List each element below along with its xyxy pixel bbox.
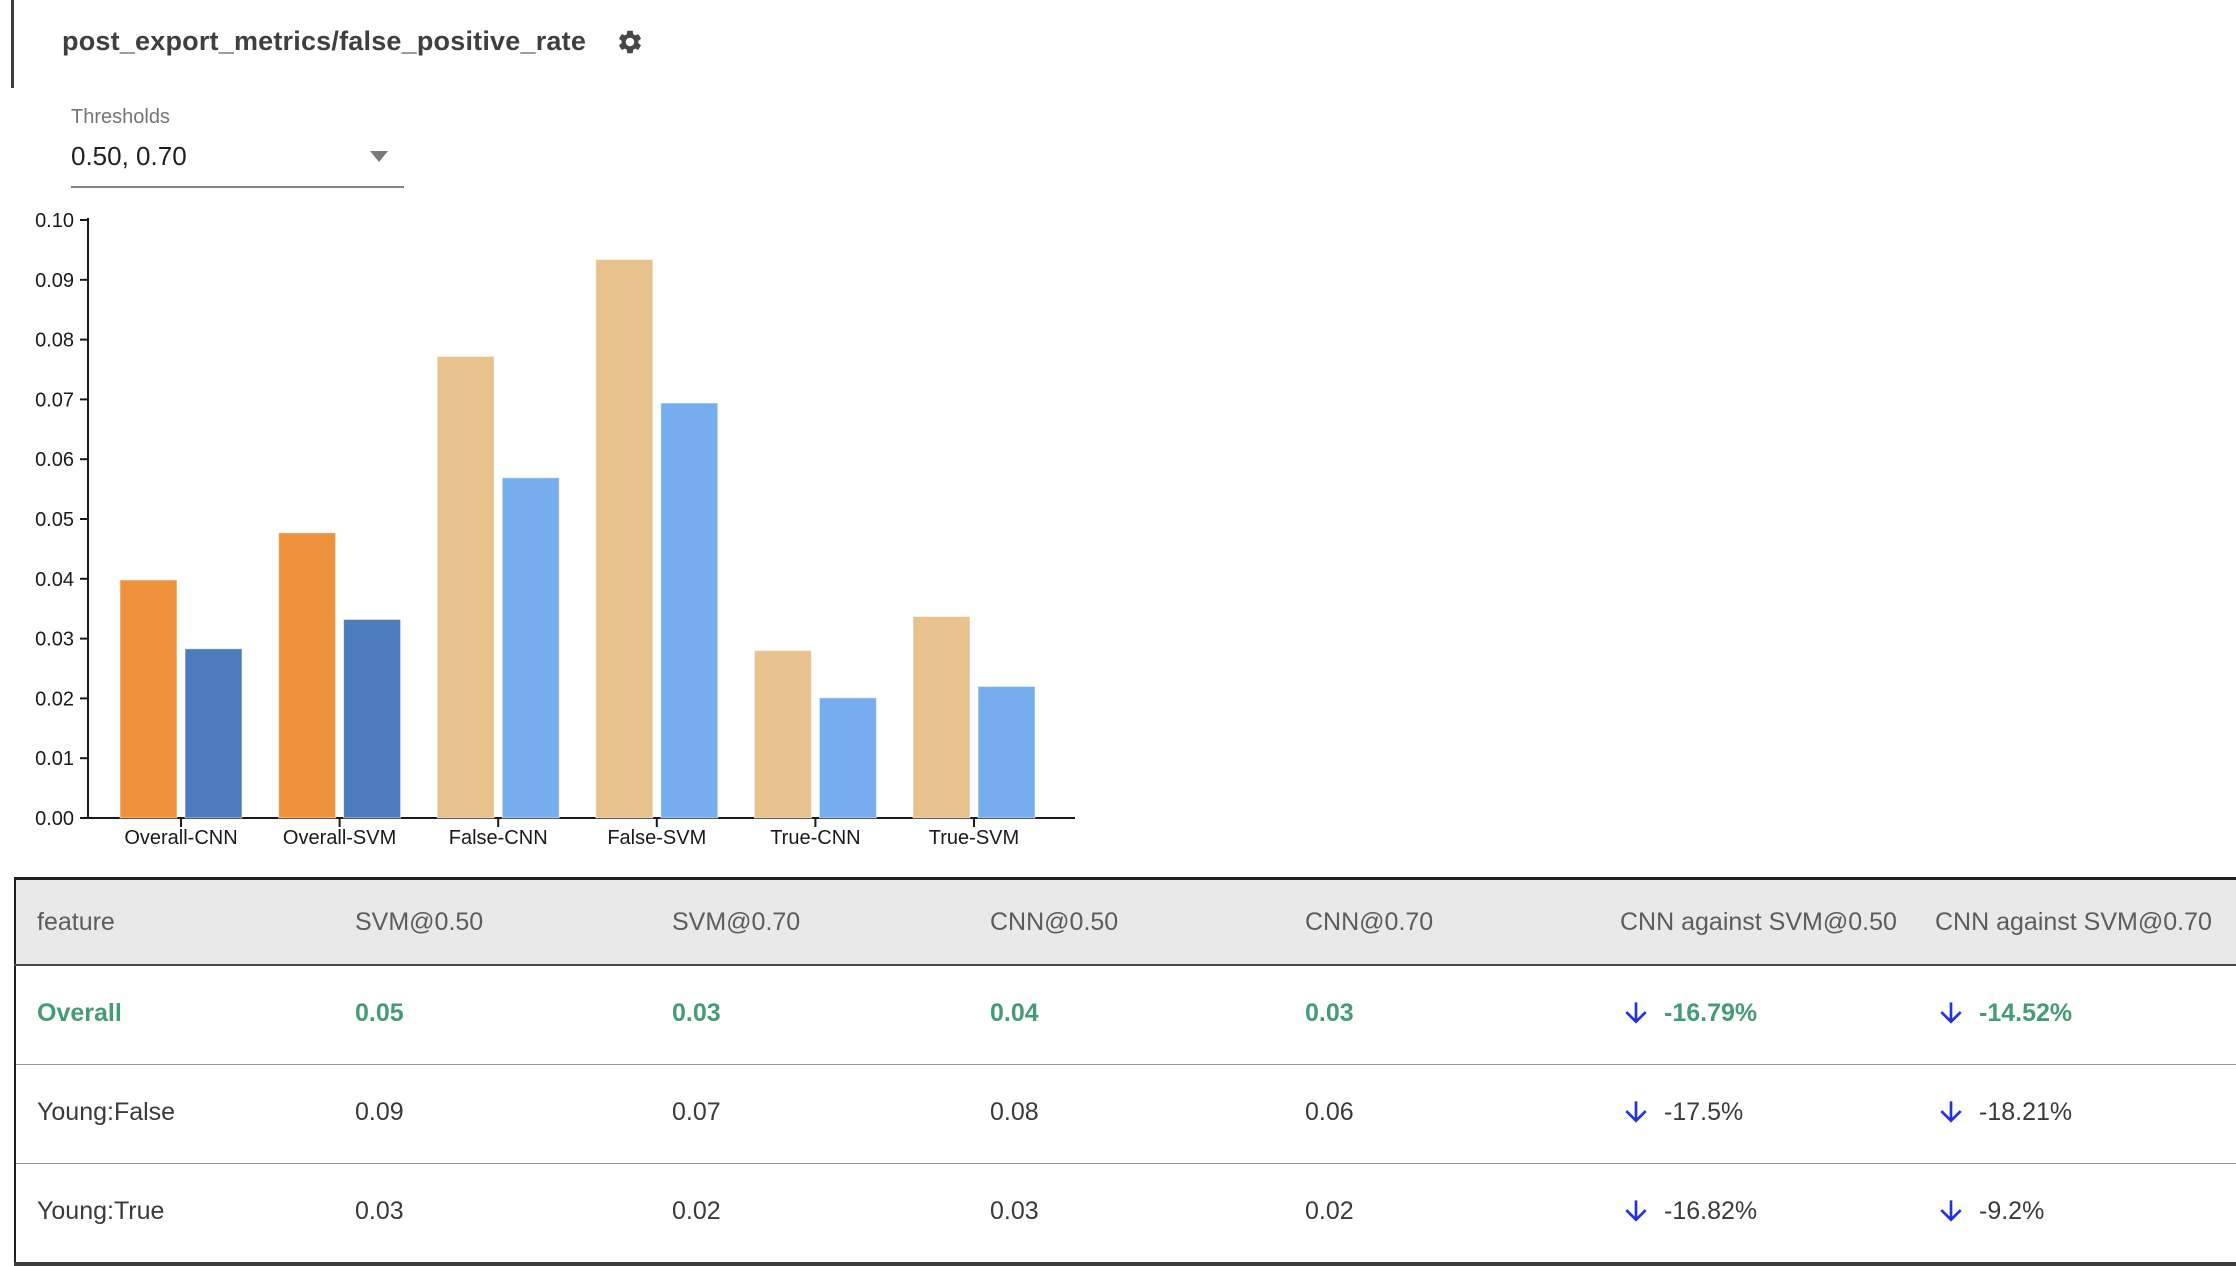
chart-bar-False-SVM-0.70[interactable] <box>660 402 719 819</box>
x-axis-label: True-CNN <box>770 827 860 849</box>
y-axis-label: 0.01 <box>35 748 74 770</box>
y-axis-label: 0.05 <box>35 509 74 531</box>
arrow-down-icon <box>1940 1101 1962 1123</box>
feature-cell: Overall <box>15 965 335 1065</box>
chart-bar-True-SVM-0.50[interactable] <box>912 615 971 819</box>
chart-bar-Overall-SVM-0.70[interactable] <box>343 618 402 819</box>
settings-gear-icon[interactable] <box>616 28 644 56</box>
chart-bar-False-CNN-0.50[interactable] <box>436 355 495 819</box>
delta-cell: -18.21% <box>1915 1064 2236 1164</box>
y-axis-label: 0.02 <box>35 688 74 710</box>
value-cell: 0.03 <box>652 965 970 1065</box>
delta-value: -18.21% <box>1979 1097 2073 1126</box>
y-axis-label: 0.06 <box>35 449 74 471</box>
chart-bar-False-SVM-0.50[interactable] <box>595 258 654 819</box>
feature-cell: Young:False <box>15 1064 335 1164</box>
value-cell: 0.02 <box>672 1196 721 1225</box>
delta-cell: -17.5% <box>1600 1064 1915 1164</box>
arrow-down-icon <box>1625 1200 1647 1222</box>
y-axis-label: 0.09 <box>35 270 74 292</box>
false-positive-rate-bar-chart[interactable]: 0.00 0.01 0.02 0.03 0.04 0.05 0.06 0.07 0.08 0.09… <box>0 150 1100 870</box>
thresholds-select[interactable]: 0.50, 0.70 <box>71 137 404 188</box>
column-header-svm-0-70: SVM@0.70 <box>652 878 970 966</box>
y-axis-label: 0.00 <box>35 808 74 830</box>
chart-bar-Overall-CNN-0.50[interactable] <box>119 579 178 819</box>
metric-header: post_export_metrics/false_positive_rate <box>62 26 644 57</box>
y-axis-label: 0.10 <box>35 210 74 232</box>
value-cell: 0.02 <box>1305 1196 1354 1225</box>
delta-value: -14.52% <box>1979 998 2073 1027</box>
table-body: Overall 0.05 0.03 0.04 0.03 -16.79% -14.52% You… <box>15 965 2236 1264</box>
value-cell: 0.09 <box>335 1064 652 1164</box>
thresholds-label: Thresholds <box>71 106 170 128</box>
delta-value: -17.5% <box>1664 1097 1744 1126</box>
table-head: feature SVM@0.50 SVM@0.70 CNN@0.50 CNN@0.70 C… <box>15 878 2236 966</box>
y-axis-label: 0.03 <box>35 629 74 651</box>
arrow-down-icon <box>1940 1002 1962 1024</box>
value-cell: 0.04 <box>970 965 1285 1065</box>
feature-cell: Young:True <box>37 1196 165 1225</box>
column-header-cnn-against-svm-0-50: CNN against SVM@0.50 <box>1600 878 1915 966</box>
x-axis-label: Overall-CNN <box>124 827 237 849</box>
column-header-cnn-0-70: CNN@0.70 <box>1285 878 1600 966</box>
column-header-svm-0-50: SVM@0.50 <box>335 878 652 966</box>
y-axis-label: 0.07 <box>35 389 74 411</box>
delta-cell: -14.52% <box>1915 965 2236 1065</box>
panel-left-edge <box>11 0 14 88</box>
table-row-young-false[interactable]: Young:False 0.09 0.07 0.08 0.06 -17.5% -18.21% <box>15 1064 2236 1164</box>
chart-bar-True-SVM-0.70[interactable] <box>977 685 1036 819</box>
metric-title: post_export_metrics/false_positive_rate <box>62 26 587 56</box>
value-cell: 0.08 <box>970 1064 1285 1164</box>
y-axis-label: 0.08 <box>35 330 74 352</box>
value-cell: 0.03 <box>990 1196 1039 1225</box>
value-cell: 0.03 <box>1285 965 1600 1065</box>
x-axis-label: False-SVM <box>607 827 706 849</box>
value-cell: 0.07 <box>652 1064 970 1164</box>
chart-bar-True-CNN-0.50[interactable] <box>753 650 812 819</box>
thresholds-control: Thresholds 0.50, 0.70 <box>71 106 404 188</box>
x-axis-label: True-SVM <box>929 827 1019 849</box>
chart-bar-Overall-SVM-0.50[interactable] <box>278 532 337 819</box>
value-cell: 0.06 <box>1285 1064 1600 1164</box>
delta-cell: -16.82% <box>1600 1164 1915 1265</box>
chart-bar-True-CNN-0.70[interactable] <box>818 697 877 819</box>
column-header-cnn-0-50: CNN@0.50 <box>970 878 1285 966</box>
chart-bar-False-CNN-0.70[interactable] <box>501 477 560 819</box>
chart-bar-Overall-CNN-0.70[interactable] <box>184 648 243 819</box>
dropdown-caret-icon <box>370 151 388 162</box>
arrow-down-icon <box>1625 1002 1647 1024</box>
table-row-overall[interactable]: Overall 0.05 0.03 0.04 0.03 -16.79% -14.52% <box>15 965 2236 1065</box>
delta-cell: -9.2% <box>1915 1164 2236 1265</box>
delta-value: -9.2% <box>1979 1196 2045 1225</box>
table-row-young-true[interactable]: Young:True 0.03 0.02 0.03 0.02 -16.82% -9.2% <box>15 1164 2236 1265</box>
x-axis-label: False-CNN <box>449 827 548 849</box>
metrics-table: feature SVM@0.50 SVM@0.70 CNN@0.50 CNN@0.70 C… <box>14 877 2236 1266</box>
arrow-down-icon <box>1625 1101 1647 1123</box>
table-header-row: feature SVM@0.50 SVM@0.70 CNN@0.50 CNN@0.70 C… <box>15 878 2236 966</box>
thresholds-value: 0.50, 0.70 <box>71 141 187 171</box>
value-cell: 0.05 <box>335 965 652 1065</box>
value-cell: 0.03 <box>355 1196 404 1225</box>
x-axis-label: Overall-SVM <box>283 827 396 849</box>
arrow-down-icon <box>1940 1200 1962 1222</box>
column-header-feature: feature <box>15 878 335 966</box>
y-axis-label: 0.04 <box>35 569 74 591</box>
delta-cell: -16.79% <box>1600 965 1915 1065</box>
column-header-cnn-against-svm-0-70: CNN against SVM@0.70 <box>1915 878 2236 966</box>
delta-value: -16.79% <box>1664 998 1758 1027</box>
delta-value: -16.82% <box>1664 1196 1758 1225</box>
